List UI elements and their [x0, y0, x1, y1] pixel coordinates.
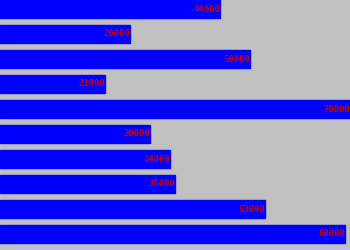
- Bar: [0, 50, 250, 68]
- Bar: [0, 100, 350, 118]
- Text: 30000: 30000: [123, 130, 150, 138]
- Bar: [0, 0, 220, 18]
- Text: 70000: 70000: [323, 104, 350, 114]
- Text: 21000: 21000: [78, 80, 105, 88]
- Text: 44000: 44000: [193, 4, 220, 14]
- Text: 50000: 50000: [223, 54, 250, 64]
- Text: 35000: 35000: [148, 180, 175, 188]
- Text: 53000: 53000: [238, 204, 265, 214]
- Bar: [0, 125, 150, 143]
- Text: 69000: 69000: [318, 230, 345, 238]
- Bar: [0, 225, 345, 243]
- Text: 26000: 26000: [103, 30, 130, 38]
- Bar: [0, 75, 105, 93]
- Bar: [0, 200, 265, 218]
- Bar: [0, 150, 170, 168]
- Bar: [0, 25, 130, 43]
- Text: 34000: 34000: [143, 154, 170, 164]
- Bar: [0, 175, 175, 193]
